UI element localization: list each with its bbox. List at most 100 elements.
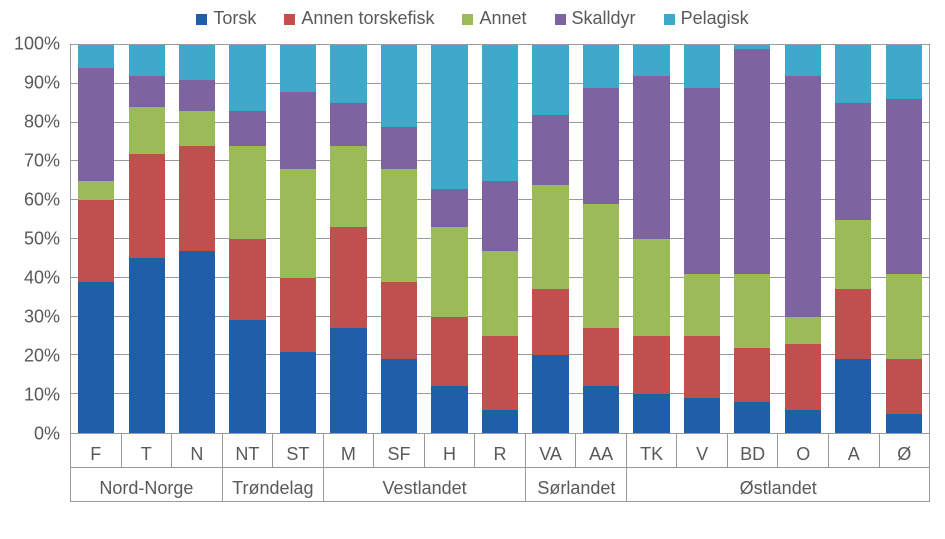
bar-slot [172,45,222,433]
bar-segment-annen [785,344,821,410]
bar-segment-annen [330,227,366,328]
bar-segment-torsk [330,328,366,433]
legend-label: Torsk [213,8,256,28]
bar-slot [222,45,272,433]
y-tick-label: 60% [24,190,60,211]
plot-area [70,44,930,434]
bar [381,45,417,433]
bar-slot [525,45,575,433]
y-tick-label: 30% [24,307,60,328]
bar-segment-skalldyr [129,76,165,107]
x-category-label: AA [575,434,626,468]
legend-swatch-icon [284,14,295,25]
bar-segment-pelagisk [583,45,619,88]
bar-slot [374,45,424,433]
x-category-label: A [828,434,879,468]
bar-segment-annet [129,107,165,154]
x-group-label: Nord-Norge [70,468,222,502]
x-category-label: T [121,434,172,468]
x-category-label: TK [626,434,677,468]
bar [785,45,821,433]
legend-swatch-icon [462,14,473,25]
bar-slot [121,45,171,433]
legend-label: Skalldyr [572,8,636,28]
bar-segment-annet [229,146,265,239]
bar-slot [677,45,727,433]
bar-segment-annet [280,169,316,278]
bar-segment-annen [431,317,467,387]
bar-segment-torsk [734,402,770,433]
bar-segment-skalldyr [532,115,568,185]
stacked-bar-chart: TorskAnnen torskefiskAnnetSkalldyrPelagi… [0,0,945,539]
bar [532,45,568,433]
y-tick-label: 80% [24,112,60,133]
y-tick-label: 10% [24,385,60,406]
bar-segment-torsk [229,320,265,433]
bar-segment-annen [78,200,114,281]
bar-segment-annet [886,274,922,359]
bar-slot [828,45,878,433]
bar-segment-annen [835,289,871,359]
bar-segment-pelagisk [78,45,114,68]
bar-segment-skalldyr [482,181,518,251]
bar-slot [71,45,121,433]
bar-segment-skalldyr [78,68,114,181]
bar [633,45,669,433]
x-category-label: H [424,434,475,468]
bar-segment-torsk [835,359,871,433]
bar-slot [576,45,626,433]
x-group-label: Vestlandet [323,468,525,502]
x-group-label: Østlandet [626,468,930,502]
y-tick-label: 70% [24,151,60,172]
bar-slot [626,45,676,433]
bar-segment-annet [734,274,770,348]
x-category-label: F [70,434,121,468]
x-category-label: O [777,434,828,468]
bar-segment-skalldyr [734,49,770,274]
bar-segment-torsk [886,414,922,433]
bar-segment-skalldyr [330,103,366,146]
bar [330,45,366,433]
bar-segment-pelagisk [633,45,669,76]
bar [229,45,265,433]
legend-label: Annen torskefisk [301,8,434,28]
bar-segment-torsk [78,282,114,433]
bar-segment-torsk [583,386,619,433]
bar-segment-skalldyr [179,80,215,111]
bar-segment-pelagisk [532,45,568,115]
x-category-label: NT [222,434,273,468]
bar-segment-pelagisk [280,45,316,92]
x-category-label: VA [525,434,576,468]
bar-segment-torsk [785,410,821,433]
bar-segment-annet [532,185,568,290]
bar-segment-annen [179,146,215,251]
x-category-label: R [474,434,525,468]
bar-slot [475,45,525,433]
legend-item: Pelagisk [664,8,749,29]
bar-segment-annet [684,274,720,336]
bar [431,45,467,433]
bar-segment-pelagisk [684,45,720,88]
bar-segment-annet [482,251,518,336]
bar [734,45,770,433]
bar [482,45,518,433]
bar [684,45,720,433]
bar-segment-skalldyr [583,88,619,204]
y-tick-label: 0% [34,424,60,445]
y-axis: 0%10%20%30%40%50%60%70%80%90%100% [0,44,60,434]
bar-segment-torsk [431,386,467,433]
bar-segment-skalldyr [431,189,467,228]
legend: TorskAnnen torskefiskAnnetSkalldyrPelagi… [0,8,945,29]
bar-segment-annen [886,359,922,413]
bar-segment-pelagisk [179,45,215,80]
bar-segment-annet [633,239,669,336]
bar [129,45,165,433]
bars-container [71,45,929,433]
bar-slot [323,45,373,433]
bar [835,45,871,433]
x-category-label: BD [727,434,778,468]
bar-segment-annet [431,227,467,316]
bar [280,45,316,433]
bar-segment-pelagisk [785,45,821,76]
bar-segment-skalldyr [684,88,720,274]
